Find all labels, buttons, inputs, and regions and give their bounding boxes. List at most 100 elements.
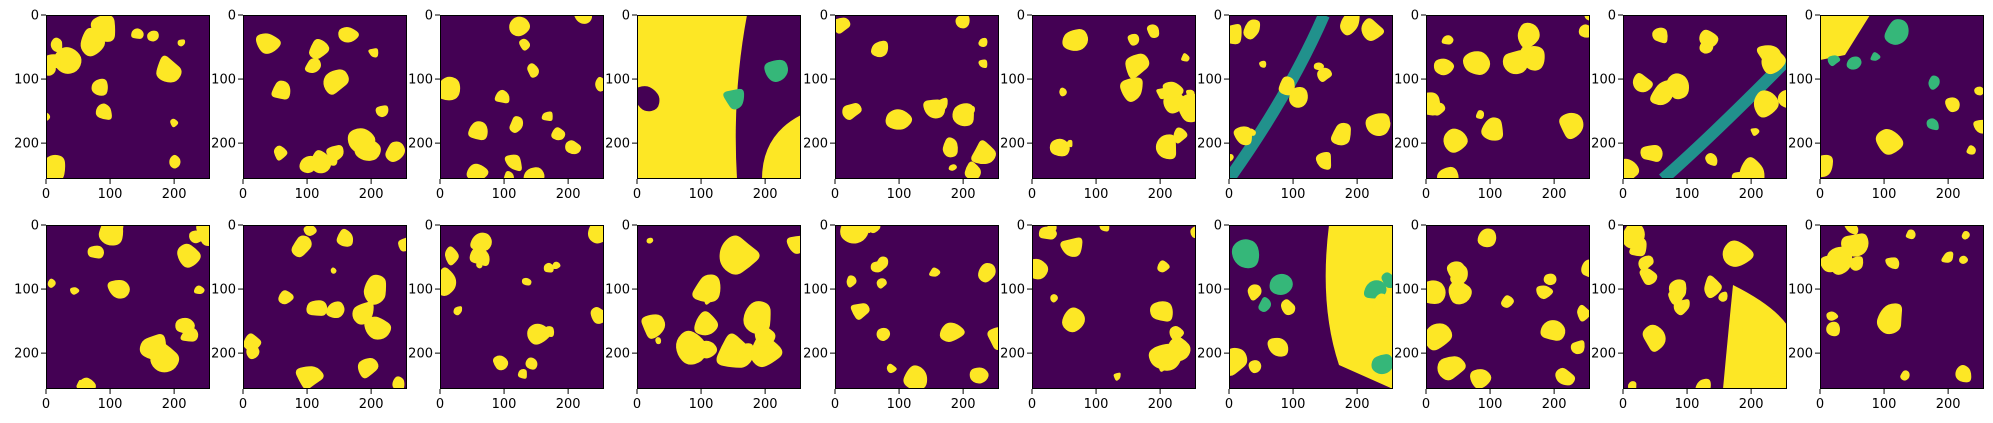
blob <box>936 97 948 112</box>
blob <box>574 15 593 24</box>
blob <box>1570 340 1585 355</box>
blob <box>1578 24 1590 38</box>
y-tick-label: 0 <box>622 219 630 234</box>
y-tick-label: 0 <box>228 219 236 234</box>
y-tick-label: 100 <box>1000 73 1025 88</box>
blob <box>1765 376 1784 389</box>
y-tick-label: 0 <box>425 9 433 24</box>
blob <box>338 27 359 43</box>
blob <box>170 118 179 128</box>
blob <box>357 357 379 379</box>
blob <box>1231 239 1260 269</box>
blob <box>929 267 941 277</box>
blob <box>1827 55 1841 67</box>
x-tick-label: 100 <box>98 397 123 412</box>
band <box>1229 15 1330 179</box>
y-tick-label: 100 <box>408 283 433 298</box>
blob <box>1870 52 1881 61</box>
x-tick-label: 0 <box>633 397 641 412</box>
x-tick-label: 200 <box>951 187 976 202</box>
blob <box>278 290 294 305</box>
blob <box>646 237 654 244</box>
panel-frame <box>1426 225 1590 389</box>
blob <box>468 121 488 141</box>
region <box>1325 225 1393 389</box>
panel-1: 0 100 200 0 100 200 <box>211 9 407 202</box>
blob <box>271 80 291 100</box>
x-tick-label: 100 <box>1478 397 1503 412</box>
blob <box>1433 58 1455 76</box>
y-tick-label: 200 <box>1197 347 1222 362</box>
blob <box>323 69 349 95</box>
blob <box>156 55 182 83</box>
blob <box>1062 29 1089 51</box>
x-tick-label: 100 <box>1084 187 1109 202</box>
panel-frame <box>1229 15 1393 179</box>
panel-frame <box>1426 15 1590 179</box>
x-tick-label: 0 <box>1422 397 1430 412</box>
panel-frame <box>1623 225 1787 389</box>
blob <box>327 156 338 166</box>
blob <box>891 112 904 129</box>
y-tick-label: 200 <box>803 347 828 362</box>
panel-image <box>1426 15 1590 179</box>
panel-14: 0 100 200 0 100 200 <box>803 219 999 412</box>
blob <box>131 28 144 39</box>
blob <box>939 322 965 342</box>
blob <box>77 377 96 389</box>
blob <box>876 327 891 342</box>
x-tick-label: 100 <box>887 187 912 202</box>
blob <box>90 15 116 42</box>
blob <box>964 161 981 179</box>
blob <box>1247 284 1262 301</box>
x-tick-label: 0 <box>633 187 641 202</box>
blob <box>1361 18 1385 41</box>
blob <box>948 164 957 171</box>
y-tick-label: 200 <box>211 347 236 362</box>
blob <box>1739 157 1765 179</box>
blob <box>1826 311 1839 321</box>
panel-12: 0 100 200 0 100 200 <box>408 219 604 412</box>
blob <box>655 337 662 345</box>
blob <box>1278 76 1295 96</box>
panel-image <box>46 225 210 389</box>
y-tick-label: 200 <box>1591 137 1616 152</box>
panel-frame <box>637 225 801 389</box>
y-tick-label: 0 <box>31 9 39 24</box>
y-tick-label: 200 <box>408 137 433 152</box>
x-tick-label: 100 <box>492 187 517 202</box>
x-tick-label: 200 <box>1542 187 1567 202</box>
blob <box>1229 154 1234 162</box>
blob <box>306 300 328 316</box>
panel-frame <box>243 15 407 179</box>
blob <box>255 33 281 54</box>
panel-image <box>637 225 801 389</box>
x-tick-label: 100 <box>1675 397 1700 412</box>
x-tick-label: 0 <box>239 397 247 412</box>
y-tick-label: 200 <box>1197 137 1222 152</box>
blob <box>551 261 561 270</box>
blob <box>1146 24 1160 39</box>
y-tick-label: 200 <box>1788 347 1813 362</box>
blob <box>876 278 887 289</box>
panel-10: 0 100 200 0 100 200 <box>14 219 210 412</box>
panel-16: 0 100 200 0 100 200 <box>1197 219 1393 412</box>
blob <box>742 345 753 356</box>
y-tick-label: 0 <box>1608 219 1616 234</box>
y-tick-label: 100 <box>14 73 39 88</box>
blob <box>1973 119 1984 134</box>
blob <box>543 262 554 273</box>
blob <box>1437 166 1459 179</box>
blob <box>764 59 789 82</box>
x-tick-label: 200 <box>753 397 778 412</box>
y-tick-label: 200 <box>1591 347 1616 362</box>
blob <box>1885 257 1900 270</box>
y-tick-label: 100 <box>1197 73 1222 88</box>
blob <box>147 30 159 42</box>
blob <box>1559 112 1584 140</box>
blob <box>1470 369 1492 389</box>
blob <box>942 137 958 158</box>
blob <box>978 262 996 283</box>
blob <box>1426 323 1453 351</box>
blob <box>1190 226 1196 239</box>
